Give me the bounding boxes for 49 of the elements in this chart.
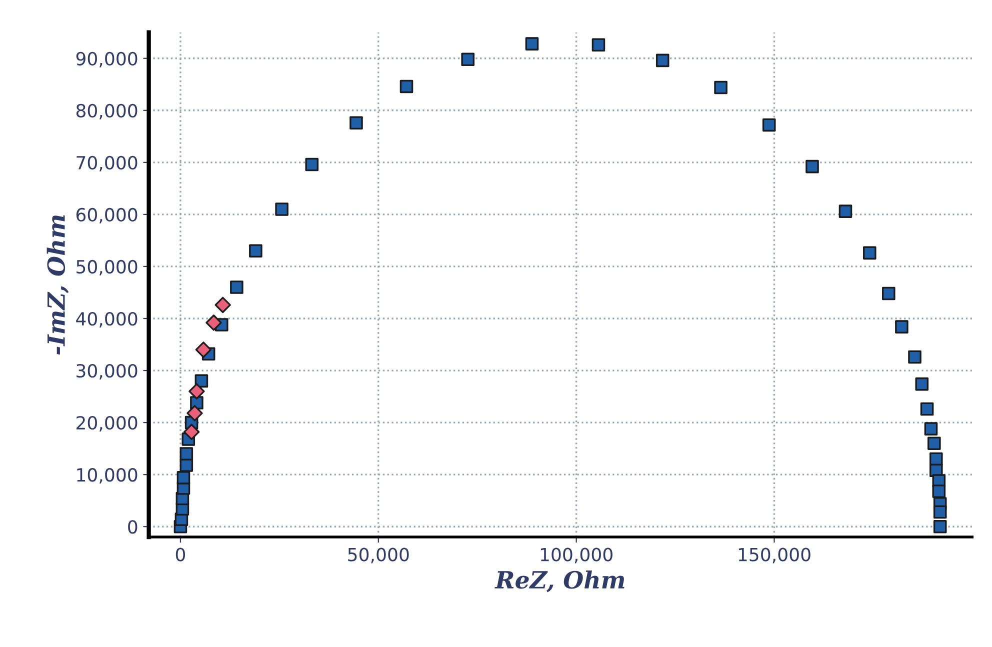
x-tick-label: 0 xyxy=(176,548,186,562)
point xyxy=(714,80,728,94)
y-tick-label: 60,000 xyxy=(76,208,138,224)
point xyxy=(188,383,205,400)
point xyxy=(920,402,934,416)
y-tick-label: 20,000 xyxy=(76,416,138,432)
y-tick-label: 10,000 xyxy=(77,468,138,484)
point xyxy=(400,80,414,94)
point xyxy=(249,244,262,258)
point xyxy=(206,314,222,331)
point xyxy=(932,484,946,498)
point xyxy=(195,342,212,358)
point xyxy=(862,246,876,260)
point xyxy=(806,160,819,174)
point xyxy=(230,280,244,294)
point xyxy=(525,37,539,50)
y-axis-title: -ImZ, Ohm xyxy=(46,215,69,355)
x-tick-label: 100,000 xyxy=(540,548,612,564)
point xyxy=(915,377,929,391)
point xyxy=(838,204,852,218)
point xyxy=(275,202,288,216)
point xyxy=(924,422,938,436)
y-tick-label: 0 xyxy=(128,520,138,534)
point xyxy=(350,116,363,130)
point xyxy=(762,118,776,132)
point xyxy=(461,52,474,66)
y-tick-label: 90,000 xyxy=(76,52,138,68)
point xyxy=(176,471,190,484)
y-tick-label: 50,000 xyxy=(76,260,138,276)
y-tick-label: 30,000 xyxy=(76,364,138,380)
point xyxy=(305,158,319,172)
x-tick-label: 150,000 xyxy=(738,548,810,564)
y-tick-label: 70,000 xyxy=(76,156,138,172)
point xyxy=(908,350,922,364)
y-tick-label: 40,000 xyxy=(76,312,138,328)
point xyxy=(933,505,947,519)
point xyxy=(592,38,606,52)
y-tick-label: 80,000 xyxy=(76,104,138,120)
point xyxy=(186,405,203,422)
point xyxy=(656,54,670,68)
point xyxy=(183,424,200,440)
point xyxy=(180,447,194,460)
point xyxy=(895,320,908,334)
point xyxy=(928,436,941,450)
point xyxy=(214,296,231,314)
point xyxy=(933,520,947,534)
x-tick-label: 50,000 xyxy=(348,548,409,564)
x-axis-title: ReZ, Ohm xyxy=(494,570,624,592)
point xyxy=(882,286,896,300)
